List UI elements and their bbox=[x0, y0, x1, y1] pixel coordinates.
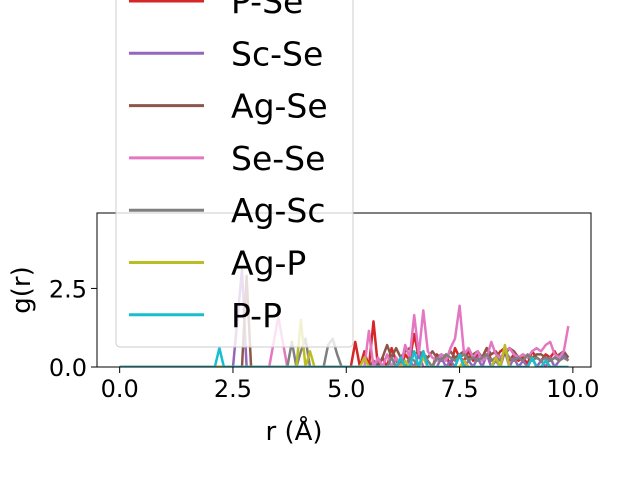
x-axis-label: r (Å) bbox=[265, 415, 322, 447]
legend-label-p-p: P-P bbox=[231, 296, 282, 335]
legend-label-ag-p: Ag-P bbox=[231, 244, 306, 283]
y-axis-label: g(r) bbox=[7, 266, 37, 313]
legend-box bbox=[115, 0, 354, 348]
x-tick-label: 7.5 bbox=[440, 375, 478, 403]
y-axis: 0.0 2.5 bbox=[49, 275, 97, 382]
legend-label-ag-sc: Ag-Sc bbox=[231, 191, 326, 230]
legend-label-sc-se: Sc-Se bbox=[231, 34, 323, 73]
x-tick-label: 10.0 bbox=[546, 375, 599, 403]
y-tick-label: 0.0 bbox=[49, 354, 87, 382]
x-tick-label: 2.5 bbox=[214, 375, 252, 403]
y-tick-label: 2.5 bbox=[49, 275, 87, 303]
x-axis: 0.0 2.5 5.0 7.5 10.0 bbox=[101, 367, 600, 403]
legend-label-p-se: P-Se bbox=[231, 0, 303, 21]
x-tick-label: 0.0 bbox=[101, 375, 139, 403]
x-tick-label: 5.0 bbox=[327, 375, 365, 403]
legend: P-Se Sc-Se Ag-Se Se-Se Ag-Sc Ag-P P-P bbox=[115, 0, 354, 348]
legend-label-ag-se: Ag-Se bbox=[231, 87, 328, 126]
series-layer bbox=[119, 268, 570, 367]
legend-label-se-se: Se-Se bbox=[231, 139, 325, 178]
series-line-ag-sc bbox=[119, 337, 570, 367]
